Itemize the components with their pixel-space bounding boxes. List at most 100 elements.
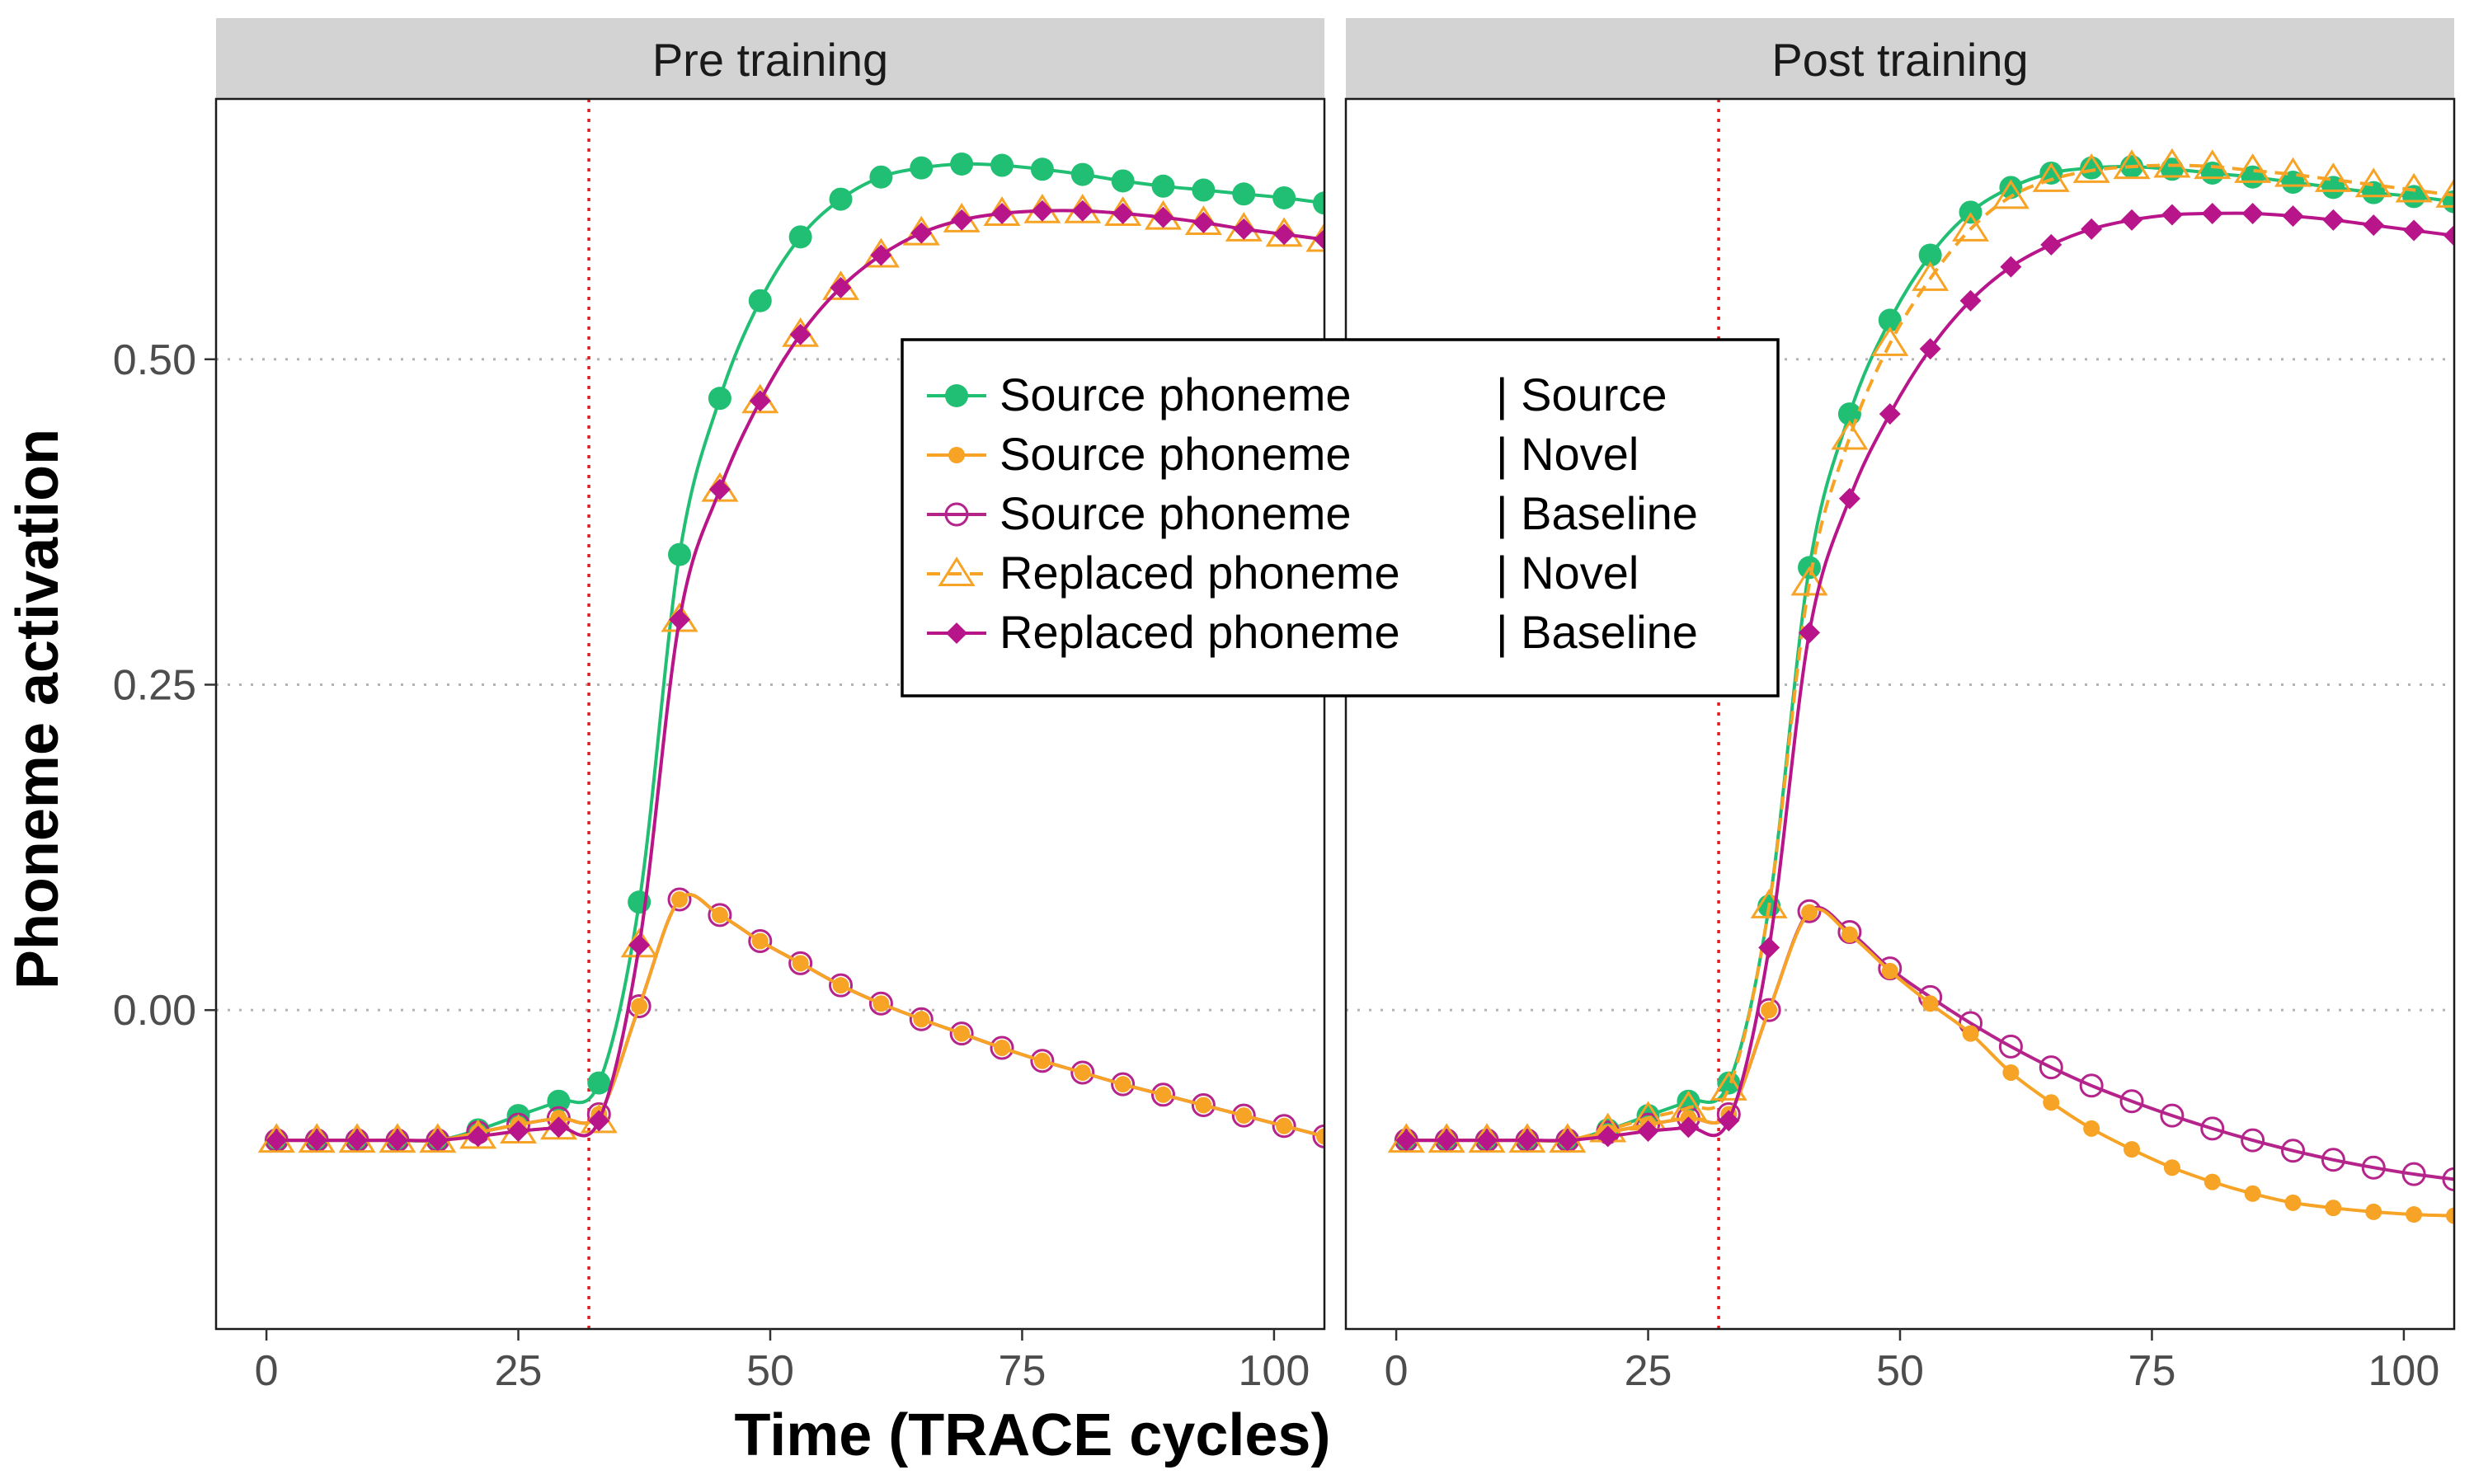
data-point-src_src: [829, 187, 853, 211]
data-point-src_base: [2200, 1116, 2225, 1141]
series-rep_base: [266, 200, 1324, 1152]
data-point-src_src: [1717, 1071, 1741, 1095]
data-point-src_src: [547, 1089, 571, 1113]
data-point-src_base: [2401, 1162, 2426, 1186]
data-point-rep_base: [1677, 1116, 1700, 1139]
data-point-rep_nov: [1871, 326, 1909, 356]
data-point-src_src: [950, 152, 974, 176]
data-point-rep_nov: [2113, 149, 2151, 180]
data-point-src_base: [2281, 1139, 2306, 1163]
data-point-src_nov: [1276, 1117, 1293, 1134]
data-point-src_base: [1111, 1072, 1136, 1097]
legend-label-condition: | Source: [1496, 369, 1667, 420]
data-point-rep_base: [426, 1129, 449, 1152]
legend-label-condition: | Novel: [1496, 547, 1639, 599]
data-point-rep_nov: [2032, 162, 2070, 192]
data-point-rep_base: [2081, 218, 2103, 240]
x-tick-label: 25: [1625, 1347, 1672, 1395]
series-layer: [257, 152, 1324, 1153]
data-point-src_nov: [994, 1039, 1011, 1056]
panel-strip: [216, 18, 1324, 99]
data-point-src_src: [910, 156, 934, 180]
data-point-src_nov: [711, 906, 728, 923]
data-point-src_nov: [2204, 1173, 2221, 1190]
y-tick-label: 0.25: [113, 661, 196, 709]
data-point-src_base: [949, 1021, 974, 1046]
data-point-src_src: [668, 542, 692, 566]
data-point-rep_base: [2000, 256, 2022, 278]
data-point-src_base: [788, 951, 813, 975]
legend-key-marker: [946, 622, 967, 644]
data-point-rep_base: [1959, 289, 1982, 312]
data-point-rep_base: [1273, 223, 1296, 246]
legend-key-marker: [948, 447, 965, 463]
data-point-rep_nov: [1831, 420, 1869, 450]
data-point-rep_base: [1919, 338, 1941, 360]
data-point-rep_base: [1838, 487, 1860, 510]
data-point-rep_base: [2201, 202, 2223, 224]
legend-box: [901, 338, 1780, 697]
data-point-rep_nov: [1790, 566, 1828, 596]
data-point-src_nov: [2163, 1159, 2180, 1176]
data-point-src_src: [1070, 162, 1094, 186]
x-tick-label: 75: [999, 1347, 1047, 1395]
legend-label: Replaced phoneme: [999, 606, 1400, 658]
data-point-src_src: [1677, 1089, 1700, 1113]
data-point-rep_base: [830, 276, 852, 298]
legend: Source phoneme | Source Source phoneme | No…: [901, 338, 1780, 697]
data-point-src_base: [1272, 1114, 1296, 1139]
data-point-rep_base: [2040, 233, 2062, 256]
data-point-src_nov: [2406, 1206, 2423, 1223]
data-point-src_nov: [2083, 1120, 2100, 1137]
data-point-rep_base: [507, 1120, 529, 1143]
data-point-src_nov: [1761, 1002, 1778, 1019]
data-point-src_nov: [2284, 1194, 2302, 1211]
legend-label: Source phoneme: [999, 428, 1352, 480]
data-point-rep_base: [2241, 202, 2264, 224]
data-point-src_src: [748, 289, 772, 312]
data-point-src_nov: [1962, 1025, 1979, 1042]
data-point-rep_base: [1395, 1129, 1418, 1152]
data-point-src_src: [1151, 174, 1175, 198]
data-point-rep_base: [2282, 205, 2304, 228]
data-point-rep_base: [1314, 228, 1324, 251]
data-point-src_base: [2321, 1148, 2345, 1172]
x-tick-label: 0: [1385, 1347, 1409, 1395]
data-point-rep_base: [991, 202, 1014, 224]
data-point-rep_base: [1233, 218, 1255, 240]
data-point-rep_base: [1556, 1129, 1578, 1152]
data-point-rep_base: [708, 478, 731, 500]
panel-title: Pre training: [652, 34, 888, 86]
data-point-src_nov: [1801, 904, 1818, 921]
panel-title: Post training: [1771, 34, 2028, 86]
data-point-rep_base: [870, 244, 892, 266]
panel-1: Pre training 0 25 50 75 100 0.00 0.25 0.50: [113, 18, 1326, 1395]
legend-label: Source phoneme: [999, 487, 1352, 539]
data-point-src_base: [1231, 1103, 1256, 1128]
x-tick-label: 75: [2128, 1347, 2176, 1395]
data-point-rep_base: [2322, 209, 2345, 231]
data-point-rep_base: [588, 1110, 610, 1132]
data-point-rep_base: [1152, 206, 1174, 228]
panel-2: Post training 0 25 50 75 100: [1344, 18, 2456, 1395]
data-point-rep_nov: [1750, 889, 1788, 918]
data-point-src_base: [1797, 899, 1822, 923]
data-point-src_base: [1151, 1082, 1176, 1107]
data-point-rep_base: [1879, 403, 1901, 425]
data-point-rep_base: [1799, 622, 1821, 644]
data-point-rep_base: [951, 209, 973, 231]
data-point-src_base: [2361, 1155, 2386, 1180]
data-point-rep_base: [386, 1129, 408, 1152]
data-point-rep_base: [2363, 214, 2385, 237]
data-point-src_nov: [1881, 962, 1898, 979]
data-point-src_nov: [1114, 1076, 1131, 1093]
legend-label-condition: | Novel: [1496, 428, 1639, 480]
x-tick-label: 100: [2368, 1347, 2440, 1395]
series-line-src_nov: [276, 893, 1324, 1143]
data-point-src_src: [1313, 191, 1324, 215]
data-point-src_nov: [953, 1025, 971, 1042]
data-point-src_nov: [631, 998, 648, 1015]
legend-key-marker: [938, 556, 976, 586]
data-point-src_base: [2119, 1089, 2144, 1114]
series-rep_base: [1395, 202, 2454, 1152]
